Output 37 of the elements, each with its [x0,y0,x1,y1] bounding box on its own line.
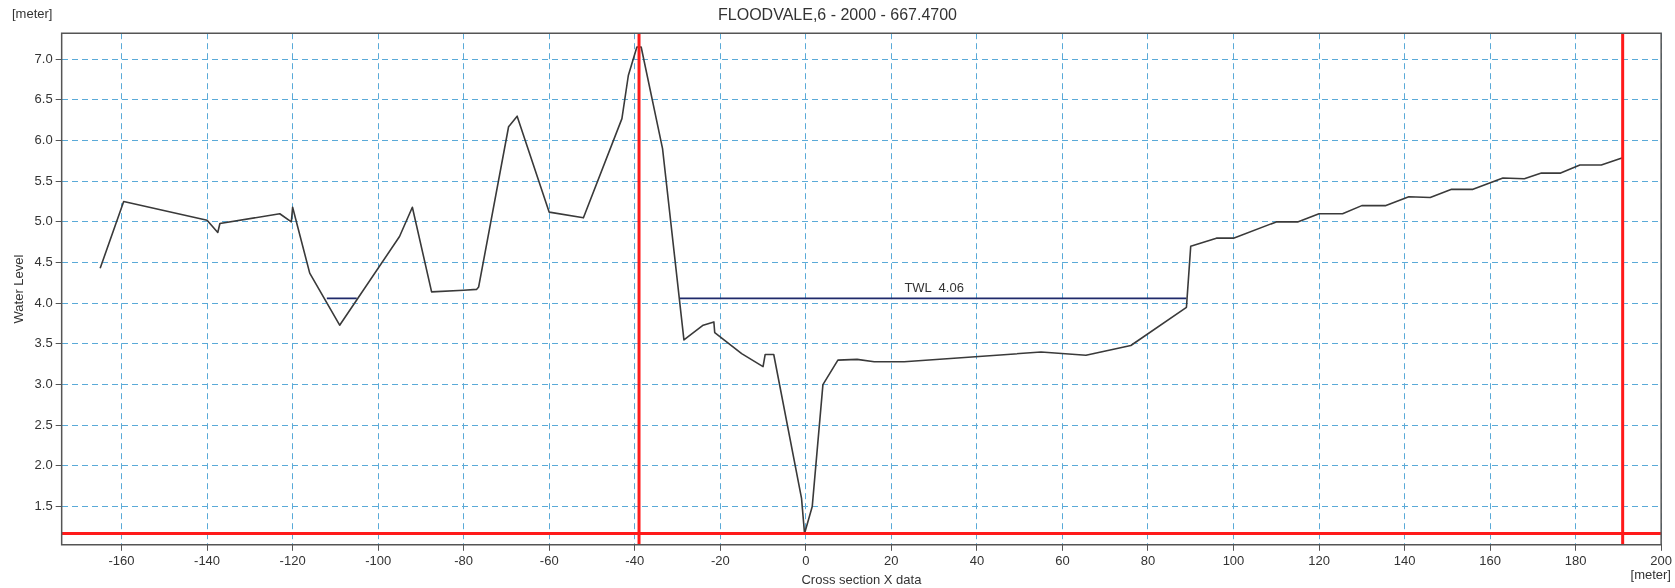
x-tick-label: -20 [710,553,730,569]
x-tick-label: 160 [1479,553,1501,569]
x-axis-title: Cross section X data [801,571,923,587]
y-tick-label: 2.5 [34,416,53,432]
y-tick-label: 6.5 [34,91,53,107]
x-tick-label: -140 [194,553,221,569]
y-tick-label: 5.0 [34,213,53,229]
x-tick-label: -40 [625,553,645,569]
y-axis-title: Water Level [11,254,27,324]
x-tick-label: 120 [1308,553,1330,569]
x-tick-label: 0 [802,553,810,569]
text: [meter] [12,6,53,22]
annotation: TWL 4.06 [904,280,964,296]
x-tick-label: 140 [1393,553,1416,569]
y-tick-label: 4.0 [34,294,53,310]
x-tick-label: 60 [1055,553,1070,569]
y-tick-label: 6.0 [34,132,53,148]
y-tick-label: 1.5 [34,498,53,514]
x-tick-label: -80 [454,553,474,569]
x-tick-label: 80 [1140,553,1156,569]
y-tick-label: 4.5 [34,254,53,270]
y-tick-label: 2.0 [34,457,53,473]
x-tick-label: 180 [1564,553,1587,569]
y-tick-label: 7.0 [34,50,53,66]
y-tick-label: 5.5 [34,172,53,188]
x-tick-label: 200 [1650,553,1673,569]
y-tick-label: 3.0 [34,376,53,392]
x-tick-label: 40 [969,553,985,569]
x-tick-label: -60 [539,553,559,569]
x-tick-label: 20 [884,553,899,569]
y-tick-label: 3.5 [34,335,53,351]
x-tick-label: 100 [1222,553,1245,569]
x-tick-label: -160 [108,553,135,569]
x-tick-label: -120 [279,553,306,569]
text: [meter] [1630,566,1671,582]
x-tick-label: -100 [365,553,392,569]
chart-title: FLOODVALE,6 - 2000 - 667.4700 [718,6,958,24]
